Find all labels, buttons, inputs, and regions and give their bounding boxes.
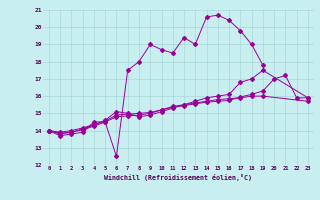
X-axis label: Windchill (Refroidissement éolien,°C): Windchill (Refroidissement éolien,°C) xyxy=(104,174,252,181)
